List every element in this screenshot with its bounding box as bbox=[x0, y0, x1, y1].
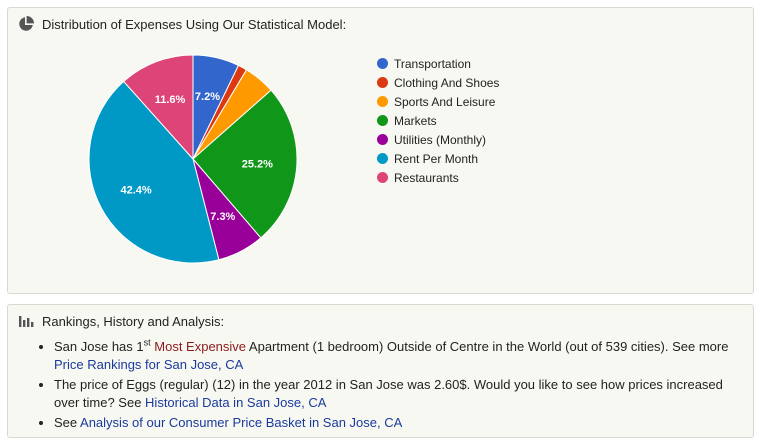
legend-item: Restaurants bbox=[377, 168, 499, 187]
rankings-panel-header: Rankings, History and Analysis: bbox=[18, 313, 224, 329]
legend-label: Transportation bbox=[394, 56, 471, 71]
pie-data-label: 25.2% bbox=[242, 158, 273, 170]
legend-item: Markets bbox=[377, 111, 499, 130]
price-rankings-link[interactable]: Price Rankings for San Jose, CA bbox=[54, 357, 244, 372]
legend-swatch bbox=[377, 134, 388, 145]
pie-data-label: 7.2% bbox=[195, 91, 220, 103]
legend-label: Sports And Leisure bbox=[394, 94, 496, 109]
legend-item: Sports And Leisure bbox=[377, 92, 499, 111]
pie-data-label: 42.4% bbox=[121, 184, 152, 196]
pie-chart-icon bbox=[18, 16, 34, 32]
most-expensive-link[interactable]: Most Expensive bbox=[154, 339, 247, 354]
pie-slice-rent-per-month bbox=[88, 80, 220, 264]
pie-slice-markets bbox=[192, 89, 298, 239]
price-basket-analysis-link[interactable]: Analysis of our Consumer Price Basket in… bbox=[80, 415, 403, 430]
legend-item: Utilities (Monthly) bbox=[377, 130, 499, 149]
legend-swatch bbox=[377, 153, 388, 164]
list-item: The price of Eggs (regular) (12) in the … bbox=[54, 376, 739, 412]
chart-legend: Transportation Clothing And Shoes Sports A… bbox=[377, 54, 499, 187]
ranking-text: San Jose has 1 bbox=[54, 339, 144, 354]
legend-label: Rent Per Month bbox=[394, 151, 479, 166]
analysis-text: See bbox=[54, 415, 81, 430]
list-item: See Analysis of our Consumer Price Baske… bbox=[54, 414, 739, 432]
legend-label: Utilities (Monthly) bbox=[394, 132, 487, 147]
ranking-text: Apartment (1 bedroom) Outside of Centre … bbox=[246, 339, 729, 354]
rankings-panel: Rankings, History and Analysis: San Jose… bbox=[7, 304, 754, 438]
legend-label: Markets bbox=[394, 113, 437, 128]
legend-label: Clothing And Shoes bbox=[394, 75, 500, 90]
pie-data-label: 11.6% bbox=[155, 94, 186, 106]
expenses-chart-panel: Distribution of Expenses Using Our Stati… bbox=[7, 7, 754, 294]
legend-swatch bbox=[377, 172, 388, 183]
legend-item: Rent Per Month bbox=[377, 149, 499, 168]
legend-swatch bbox=[377, 77, 388, 88]
pie-data-label: 7.3% bbox=[210, 211, 235, 223]
legend-swatch bbox=[377, 115, 388, 126]
pie-slice-restaurants bbox=[123, 54, 194, 161]
historical-data-link[interactable]: Historical Data in San Jose, CA bbox=[145, 395, 327, 410]
legend-item: Clothing And Shoes bbox=[377, 73, 499, 92]
chart-panel-title: Distribution of Expenses Using Our Stati… bbox=[42, 16, 347, 32]
legend-swatch bbox=[377, 58, 388, 69]
chart-panel-header: Distribution of Expenses Using Our Stati… bbox=[18, 16, 346, 32]
expenses-pie-chart: 7.2% 25.2% 7.3% 42.4% 11.6% bbox=[88, 54, 298, 264]
legend-label: Restaurants bbox=[394, 170, 459, 185]
legend-item: Transportation bbox=[377, 54, 499, 73]
eggs-history-text: The price of Eggs (regular) (12) in the … bbox=[54, 377, 723, 410]
list-item: San Jose has 1st Most Expensive Apartmen… bbox=[54, 338, 739, 374]
legend-swatch bbox=[377, 96, 388, 107]
bar-chart-icon bbox=[18, 313, 34, 329]
rankings-list: San Jose has 1st Most Expensive Apartmen… bbox=[32, 338, 739, 434]
rankings-panel-title: Rankings, History and Analysis: bbox=[42, 313, 225, 329]
ordinal-suffix: st bbox=[143, 337, 151, 348]
